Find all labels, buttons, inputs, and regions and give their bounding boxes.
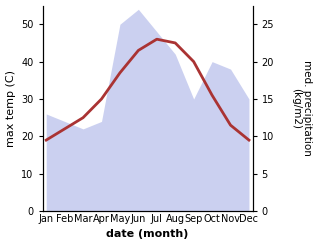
X-axis label: date (month): date (month) (107, 230, 189, 239)
Y-axis label: max temp (C): max temp (C) (5, 70, 16, 147)
Y-axis label: med. precipitation
(kg/m2): med. precipitation (kg/m2) (291, 61, 313, 156)
